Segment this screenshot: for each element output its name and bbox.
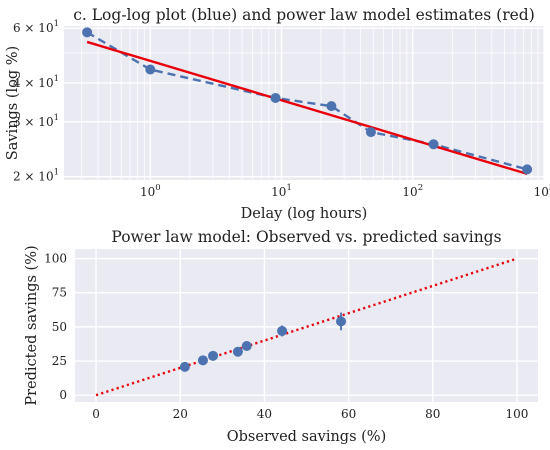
bottom-grid xyxy=(75,249,538,402)
bottom-x-tick-label: 100 xyxy=(506,407,529,421)
observed-point xyxy=(326,101,337,112)
prediction-point xyxy=(208,350,219,361)
top-series xyxy=(82,27,533,176)
bottom-y-axis-label: Predicted savings (%) xyxy=(24,245,40,405)
top-x-tick-label: 100 xyxy=(140,183,161,199)
observed-point xyxy=(428,139,439,150)
observed-point xyxy=(270,92,281,103)
bottom-x-tick-label: 60 xyxy=(341,407,356,421)
top-grid xyxy=(64,26,545,180)
bottom-y-tick-label: 100 xyxy=(44,252,67,266)
bottom-x-tick-label: 20 xyxy=(173,407,188,421)
bottom-y-tick-label: 50 xyxy=(52,320,67,334)
bottom-chart-title: Power law model: Observed vs. predicted … xyxy=(111,228,501,246)
prediction-point xyxy=(277,325,288,336)
top-x-axis-label: Delay (log hours) xyxy=(241,206,368,222)
bottom-series xyxy=(95,257,518,397)
prediction-point xyxy=(197,355,208,366)
top-y-tick-label: 3 × 101 xyxy=(13,113,59,129)
observed-point xyxy=(145,64,156,75)
identity-dotted-line xyxy=(95,257,518,397)
bottom-x-tick-label: 0 xyxy=(92,407,100,421)
observed-point xyxy=(82,27,93,38)
power-law-fit-line xyxy=(86,40,528,176)
bottom-x-tick-label: 80 xyxy=(425,407,440,421)
bottom-y-tick-label: 75 xyxy=(52,286,67,300)
observed-point xyxy=(522,164,533,175)
bottom-y-tick-label: 25 xyxy=(52,354,67,368)
top-y-tick-label: 6 × 101 xyxy=(13,19,59,35)
bottom-panel: 0 20 40 60 80 100 0 25 50 75 100 Power law model: … xyxy=(24,228,538,445)
bottom-x-tick-label: 40 xyxy=(257,407,272,421)
bottom-plot-area xyxy=(75,249,538,402)
top-x-tick-label: 101 xyxy=(271,183,292,199)
prediction-point xyxy=(336,316,347,327)
bottom-y-tick-label: 0 xyxy=(59,388,67,402)
top-panel: 100 101 102 103 2 × 101 3 × 101 4 × 101 6 × 101… xyxy=(5,6,550,222)
prediction-point xyxy=(179,361,190,372)
top-tick-labels: 100 101 102 103 2 × 101 3 × 101 4 × 101 6 × 101 xyxy=(13,19,550,199)
top-y-axis-label: Savings (log %) xyxy=(5,46,21,160)
bottom-tick-labels: 0 20 40 60 80 100 0 25 50 75 100 xyxy=(44,252,528,421)
top-chart-title: c. Log-log plot (blue) and power law mod… xyxy=(73,6,535,24)
top-y-tick-label: 2 × 101 xyxy=(13,168,59,184)
top-x-tick-label: 102 xyxy=(402,183,423,199)
top-y-tick-label: 4 × 101 xyxy=(13,74,59,90)
bottom-x-axis-label: Observed savings (%) xyxy=(227,429,386,445)
observed-point xyxy=(365,127,376,138)
top-x-tick-label: 103 xyxy=(534,183,550,199)
prediction-point xyxy=(232,346,243,357)
prediction-point xyxy=(241,340,252,351)
